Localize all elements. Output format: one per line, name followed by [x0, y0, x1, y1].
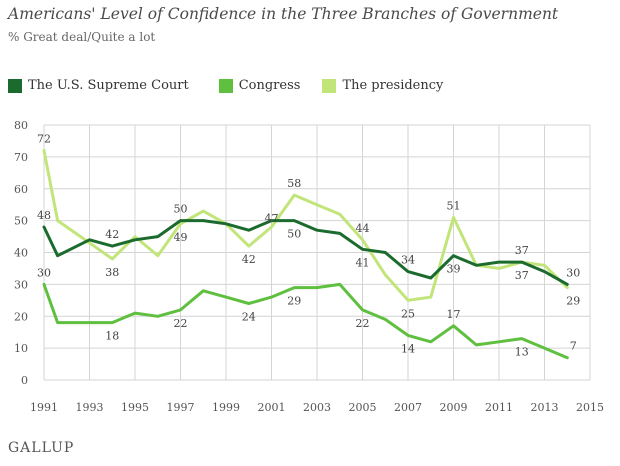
legend-label-supreme-court: The U.S. Supreme Court	[28, 78, 189, 93]
data-label: 50	[287, 228, 301, 241]
chart-legend: The U.S. Supreme Court Congress The pres…	[8, 78, 465, 93]
x-tick-label: 2005	[349, 401, 377, 414]
legend-swatch-presidency	[322, 78, 337, 93]
legend-label-congress: Congress	[238, 78, 301, 93]
x-tick-label: 2011	[485, 401, 513, 414]
data-label: 50	[174, 203, 188, 216]
data-label: 34	[401, 254, 415, 267]
data-label: 42	[105, 228, 119, 241]
series-line-congress	[42, 282, 569, 360]
gallup-brand: GALLUP	[8, 440, 75, 456]
x-tick-label: 1997	[167, 401, 195, 414]
x-tick-label: 2009	[440, 401, 468, 414]
data-label: 25	[401, 307, 415, 320]
data-label: 38	[105, 266, 119, 279]
y-tick-label: 30	[14, 278, 28, 291]
data-label: 44	[356, 222, 370, 235]
y-tick-label: 40	[14, 247, 28, 260]
x-tick-label: 2003	[303, 401, 331, 414]
legend-label-presidency: The presidency	[342, 78, 444, 93]
data-label: 18	[105, 330, 119, 343]
legend-swatch-congress	[218, 78, 233, 93]
x-tick-label: 2007	[394, 401, 422, 414]
data-label: 49	[174, 231, 188, 244]
chart-title: Americans' Level of Confidence in the Th…	[8, 5, 559, 23]
data-label: 39	[447, 263, 461, 276]
legend-swatch-supreme-court	[8, 78, 22, 93]
chart-subtitle: % Great deal/Quite a lot	[8, 30, 156, 44]
data-label: 51	[447, 199, 461, 212]
y-tick-label: 80	[14, 119, 28, 132]
data-label: 47	[265, 212, 279, 225]
data-label: 48	[37, 209, 51, 222]
x-tick-label: 1991	[30, 401, 58, 414]
y-tick-label: 70	[14, 151, 28, 164]
legend-item-supreme-court: The U.S. Supreme Court	[8, 78, 189, 93]
data-label: 24	[242, 311, 256, 324]
data-label: 22	[174, 317, 188, 330]
series-line-the-u-s-supreme-court	[42, 219, 569, 286]
y-tick-label: 0	[21, 374, 28, 387]
x-tick-label: 2015	[576, 401, 604, 414]
data-label: 72	[37, 133, 51, 146]
x-tick-label: 1995	[121, 401, 149, 414]
data-label: 41	[356, 256, 370, 269]
y-tick-label: 60	[14, 183, 28, 196]
legend-item-presidency: The presidency	[322, 78, 443, 93]
data-label: 7	[570, 340, 577, 353]
data-label: 37	[515, 269, 529, 282]
data-label: 14	[401, 342, 415, 355]
data-label: 42	[242, 253, 256, 266]
x-tick-label: 1993	[76, 401, 104, 414]
y-tick-label: 10	[14, 342, 28, 355]
x-tick-label: 2013	[531, 401, 559, 414]
data-label: 58	[287, 177, 301, 190]
data-label: 37	[515, 244, 529, 257]
data-label: 29	[287, 295, 301, 308]
data-label: 17	[447, 308, 461, 321]
data-label: 30	[37, 266, 51, 279]
data-label: 22	[356, 317, 370, 330]
y-tick-label: 20	[14, 310, 28, 323]
data-label: 30	[566, 266, 580, 279]
x-tick-label: 2001	[258, 401, 286, 414]
x-tick-label: 1999	[212, 401, 240, 414]
data-label: 13	[515, 346, 529, 359]
legend-item-congress: Congress	[218, 78, 301, 93]
data-label: 29	[566, 295, 580, 308]
y-tick-label: 50	[14, 215, 28, 228]
